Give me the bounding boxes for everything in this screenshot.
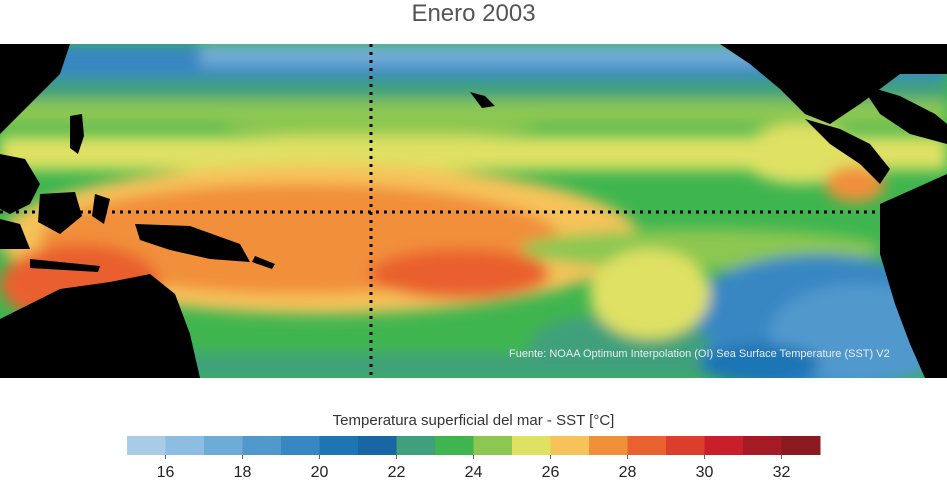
source-note: Fuente: NOAA Optimum Interpolation (OI) …: [509, 348, 890, 360]
land-masses: [0, 44, 947, 378]
colorbar-swatch: [743, 436, 782, 455]
colorbar: 16 18 20 22 24 26 28 30 32: [127, 436, 821, 480]
north-america-landmass: [720, 44, 947, 124]
colorbar-tick-label: 24: [465, 464, 483, 480]
sumatra-landmass: [0, 219, 30, 249]
south-america-landmass: [880, 174, 947, 378]
sulawesi-landmass: [92, 194, 110, 224]
caribbean-landmass: [860, 84, 947, 144]
colorbar-tick-label: 28: [619, 464, 637, 480]
colorbar-swatch: [781, 436, 821, 455]
central-america-landmass: [805, 119, 890, 184]
colorbar-ticks: 16 18 20 22 24 26 28 30 32: [157, 455, 791, 480]
colorbar-swatch: [666, 436, 705, 455]
colorbar-tick-label: 32: [773, 464, 791, 480]
grid-lines: [0, 44, 947, 378]
colorbar-swatch: [281, 436, 320, 455]
australia-landmass: [0, 274, 200, 378]
colorbar-swatch: [358, 436, 397, 455]
borneo-landmass: [38, 192, 82, 234]
colorbar-swatch: [589, 436, 628, 455]
colorbar-swatch: [319, 436, 359, 455]
colorbar-swatch: [435, 436, 474, 455]
colorbar-swatch: [165, 436, 205, 455]
colorbar-swatch: [627, 436, 667, 455]
java-landmass: [30, 259, 100, 272]
hawaii-islands: [470, 92, 495, 108]
colorbar-swatch: [550, 436, 590, 455]
colorbar-swatch: [512, 436, 551, 455]
colorbar-swatches: [127, 436, 821, 455]
colorbar-swatch: [396, 436, 436, 455]
colorbar-swatch: [204, 436, 243, 455]
colorbar-swatch: [127, 436, 166, 455]
colorbar-title: Temperatura superficial del mar - SST [°…: [332, 412, 615, 429]
asia-landmass: [0, 44, 70, 134]
philippines-landmass: [70, 114, 84, 154]
indochina-landmass: [0, 154, 40, 214]
colorbar-tick-label: 30: [696, 464, 714, 480]
sst-map: [0, 44, 947, 378]
colorbar-tick-label: 26: [542, 464, 560, 480]
solomon-islands: [252, 256, 275, 269]
colorbar-tick-label: 20: [311, 464, 329, 480]
colorbar-tick-label: 18: [234, 464, 252, 480]
colorbar-swatch: [473, 436, 513, 455]
colorbar-swatch: [704, 436, 744, 455]
colorbar-swatch: [242, 436, 282, 455]
new-guinea-landmass: [135, 224, 250, 262]
chart-title: Enero 2003: [411, 0, 536, 27]
colorbar-tick-label: 16: [157, 464, 175, 480]
colorbar-tick-label: 22: [388, 464, 406, 480]
